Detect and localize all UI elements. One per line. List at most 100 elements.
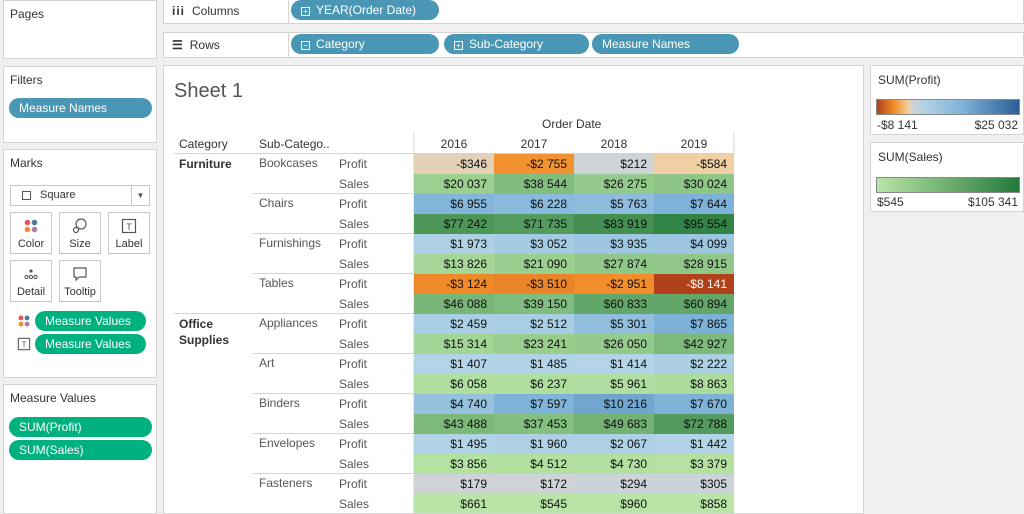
heatmap-cell[interactable]: $5 763 (574, 194, 654, 214)
heatmap-cell[interactable]: $6 955 (414, 194, 494, 214)
color-measure-values-pill[interactable]: Measure Values (35, 311, 146, 331)
heatmap-cell[interactable]: $3 856 (414, 454, 494, 474)
detail-button[interactable]: Detail (10, 260, 52, 302)
heatmap-cell[interactable]: $4 740 (414, 394, 494, 414)
measure-value-pill-profit[interactable]: SUM(Profit) (9, 417, 152, 437)
heatmap-cell[interactable]: $2 222 (654, 354, 734, 374)
heatmap-cell[interactable]: $71 735 (494, 214, 574, 234)
heatmap-cell[interactable]: $7 670 (654, 394, 734, 414)
heatmap-cell[interactable]: $1 442 (654, 434, 734, 454)
heatmap-cell[interactable]: $15 314 (414, 334, 494, 354)
heatmap-cell[interactable]: $6 058 (414, 374, 494, 394)
mark-type-dropdown[interactable]: Square ▼ (10, 185, 150, 206)
heatmap-cell[interactable]: $26 275 (574, 174, 654, 194)
rows-pill-sub-category[interactable]: + Sub-Category (444, 34, 589, 54)
heatmap-cell[interactable]: $95 554 (654, 214, 734, 234)
expand-plus-icon[interactable]: + (454, 41, 463, 50)
heatmap-cell[interactable]: $545 (494, 494, 574, 513)
heatmap-cell[interactable]: $5 301 (574, 314, 654, 334)
heatmap-cell[interactable]: $858 (654, 494, 734, 513)
collapse-minus-icon[interactable]: − (301, 41, 310, 50)
heatmap-cell[interactable]: -$346 (414, 154, 494, 174)
heatmap-cell[interactable]: $6 237 (494, 374, 574, 394)
heatmap-cell[interactable]: $42 927 (654, 334, 734, 354)
heatmap-cell[interactable]: $960 (574, 494, 654, 513)
sub-category-label[interactable]: Tables (259, 276, 294, 290)
profit-color-legend[interactable]: SUM(Profit) -$8 141 $25 032 (870, 65, 1024, 135)
sub-category-label[interactable]: Fasteners (259, 476, 313, 490)
heatmap-cell[interactable]: -$3 510 (494, 274, 574, 294)
heatmap-cell[interactable]: $38 544 (494, 174, 574, 194)
heatmap-cell[interactable]: -$2 951 (574, 274, 654, 294)
heatmap-cell[interactable]: $30 024 (654, 174, 734, 194)
heatmap-cell[interactable]: $37 453 (494, 414, 574, 434)
rows-pill-category[interactable]: − Category (291, 34, 439, 54)
sub-category-label[interactable]: Chairs (259, 196, 294, 210)
heatmap-cell[interactable]: $3 935 (574, 234, 654, 254)
heatmap-cell[interactable]: $60 833 (574, 294, 654, 314)
year-header-2019[interactable]: 2019 (680, 137, 708, 151)
category-label[interactable]: Office Supplies (179, 317, 230, 347)
sub-category-label[interactable]: Envelopes (259, 436, 316, 450)
rows-pill-measure-names[interactable]: Measure Names (592, 34, 739, 54)
year-header-2018[interactable]: 2018 (600, 137, 628, 151)
heatmap-cell[interactable]: $5 961 (574, 374, 654, 394)
heatmap-cell[interactable]: $43 488 (414, 414, 494, 434)
heatmap-cell[interactable]: $3 379 (654, 454, 734, 474)
heatmap-cell[interactable]: $27 874 (574, 254, 654, 274)
heatmap-cell[interactable]: $7 644 (654, 194, 734, 214)
heatmap-cell[interactable]: $26 050 (574, 334, 654, 354)
heatmap-cell[interactable]: $661 (414, 494, 494, 513)
heatmap-cell[interactable]: $1 407 (414, 354, 494, 374)
heatmap-cell[interactable]: $6 228 (494, 194, 574, 214)
heatmap-cell[interactable]: $1 973 (414, 234, 494, 254)
heatmap-cell[interactable]: -$2 755 (494, 154, 574, 174)
heatmap-cell[interactable]: $20 037 (414, 174, 494, 194)
columns-pill-year-order-date[interactable]: + YEAR(Order Date) (291, 0, 439, 20)
heatmap-cell[interactable]: $1 485 (494, 354, 574, 374)
sub-category-label[interactable]: Art (259, 356, 275, 370)
heatmap-cell[interactable]: $49 683 (574, 414, 654, 434)
heatmap-cell[interactable]: $212 (574, 154, 654, 174)
heatmap-cell[interactable]: $8 863 (654, 374, 734, 394)
heatmap-cell[interactable]: $4 512 (494, 454, 574, 474)
heatmap-cell[interactable]: $46 088 (414, 294, 494, 314)
color-button[interactable]: Color (10, 212, 52, 254)
heatmap-cell[interactable]: $23 241 (494, 334, 574, 354)
heatmap-cell[interactable]: $4 099 (654, 234, 734, 254)
heatmap-cell[interactable]: $1 495 (414, 434, 494, 454)
heatmap-cell[interactable]: -$584 (654, 154, 734, 174)
heatmap-cell[interactable]: $21 090 (494, 254, 574, 274)
heatmap-cell[interactable]: $60 894 (654, 294, 734, 314)
heatmap-cell[interactable]: $83 919 (574, 214, 654, 234)
heatmap-cell[interactable]: $77 242 (414, 214, 494, 234)
heatmap-cell[interactable]: $13 826 (414, 254, 494, 274)
sub-category-label[interactable]: Appliances (259, 316, 318, 330)
heatmap-cell[interactable]: $172 (494, 474, 574, 494)
rows-shelf[interactable]: ☰ Rows − Category + Sub-Category Measure Na… (163, 32, 1024, 58)
heatmap-cell[interactable]: $294 (574, 474, 654, 494)
category-label[interactable]: Furniture (179, 157, 232, 171)
label-measure-values-pill[interactable]: Measure Values (35, 334, 146, 354)
label-button[interactable]: T Label (108, 212, 150, 254)
heatmap-cell[interactable]: $305 (654, 474, 734, 494)
heatmap-cell[interactable]: $7 865 (654, 314, 734, 334)
sub-category-label[interactable]: Binders (259, 396, 300, 410)
heatmap-cell[interactable]: $2 459 (414, 314, 494, 334)
sales-color-legend[interactable]: SUM(Sales) $545 $105 341 (870, 142, 1024, 212)
expand-plus-icon[interactable]: + (301, 7, 310, 16)
columns-shelf[interactable]: iii Columns + YEAR(Order Date) (163, 0, 1024, 24)
sub-category-label[interactable]: Furnishings (259, 236, 322, 250)
size-button[interactable]: Size (59, 212, 101, 254)
sub-category-label[interactable]: Bookcases (259, 156, 318, 170)
heatmap-cell[interactable]: $1 414 (574, 354, 654, 374)
heatmap-cell[interactable]: $2 512 (494, 314, 574, 334)
sub-category-header[interactable]: Sub-Catego.. (259, 137, 330, 151)
heatmap-cell[interactable]: $179 (414, 474, 494, 494)
tooltip-button[interactable]: Tooltip (59, 260, 101, 302)
heatmap-cell[interactable]: $2 067 (574, 434, 654, 454)
heatmap-cell[interactable]: $28 915 (654, 254, 734, 274)
heatmap-cell[interactable]: $72 788 (654, 414, 734, 434)
year-header-2017[interactable]: 2017 (520, 137, 548, 151)
measure-value-pill-sales[interactable]: SUM(Sales) (9, 440, 152, 460)
